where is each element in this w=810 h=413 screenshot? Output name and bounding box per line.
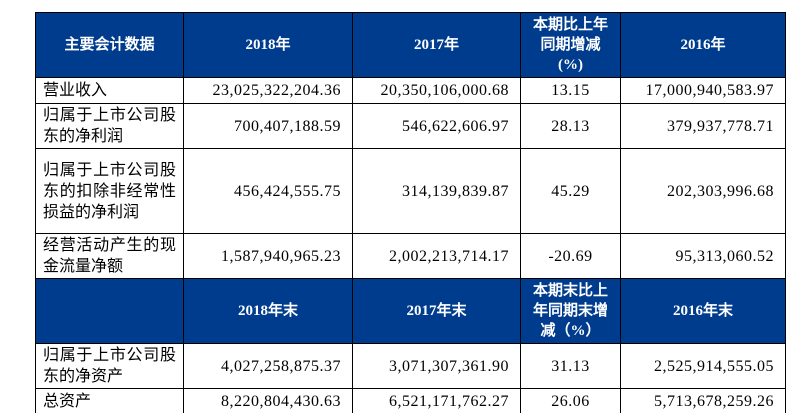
header-year-2016: 2016年: [620, 12, 786, 78]
table-row-net-profit-excl-nonrecurring: 归属于上市公司股东的扣除非经常性损益的净利润 456,424,555.75 31…: [35, 148, 786, 234]
value-2018: 1,587,940,965.23: [183, 233, 353, 279]
value-2017: 20,350,106,000.68: [352, 77, 521, 104]
value-2016: 5,713,678,259.26: [620, 388, 786, 413]
row-label: 归属于上市公司股东的净资产: [35, 343, 184, 389]
header-empty: [35, 278, 184, 344]
value-2016: 17,000,940,583.97: [620, 77, 786, 104]
row-label: 归属于上市公司股东的扣除非经常性损益的净利润: [35, 148, 184, 234]
value-2016: 202,303,996.68: [620, 148, 786, 234]
header-end-2016: 2016年末: [620, 278, 786, 344]
header-end-yoy-change-pct: 本期末比上 年同期末增 减（%）: [520, 278, 621, 344]
value-change-pct: 45.29: [520, 148, 621, 234]
value-change-pct: -20.69: [520, 233, 621, 279]
financial-summary-table-wrap: 主要会计数据 2018年 2017年 本期比上年 同期增减 (%) 2016年 …: [35, 12, 786, 413]
value-2016: 2,525,914,555.05: [620, 343, 786, 389]
header-year-2018: 2018年: [183, 12, 353, 78]
header-year-2017: 2017年: [352, 12, 521, 78]
value-change-pct: 31.13: [520, 343, 621, 389]
table-row-net-profit: 归属于上市公司股东的净利润 700,407,188.59 546,622,606…: [35, 103, 786, 149]
value-2018: 4,027,258,875.37: [183, 343, 353, 389]
section1-header-row: 主要会计数据 2018年 2017年 本期比上年 同期增减 (%) 2016年: [35, 12, 786, 78]
value-2017: 314,139,839.87: [352, 148, 521, 234]
header-main-indicators: 主要会计数据: [35, 12, 184, 78]
value-change-pct: 28.13: [520, 103, 621, 149]
value-2018: 700,407,188.59: [183, 103, 353, 149]
value-2017: 3,071,307,361.90: [352, 343, 521, 389]
value-2016: 379,937,778.71: [620, 103, 786, 149]
header-yoy-change-pct: 本期比上年 同期增减 (%): [520, 12, 621, 78]
header-end-2018: 2018年末: [183, 278, 353, 344]
value-2018: 8,220,804,430.63: [183, 388, 353, 413]
row-label: 营业收入: [35, 77, 184, 104]
value-change-pct: 26.06: [520, 388, 621, 413]
table-row-operating-revenue: 营业收入 23,025,322,204.36 20,350,106,000.68…: [35, 77, 786, 104]
value-change-pct: 13.15: [520, 77, 621, 104]
key-accounting-data-table: 主要会计数据 2018年 2017年 本期比上年 同期增减 (%) 2016年 …: [35, 12, 786, 413]
value-2017: 6,521,171,762.27: [352, 388, 521, 413]
value-2016: 95,313,060.52: [620, 233, 786, 279]
value-2017: 546,622,606.97: [352, 103, 521, 149]
row-label: 总资产: [35, 388, 184, 413]
table-row-operating-cash-flow: 经营活动产生的现金流量净额 1,587,940,965.23 2,002,213…: [35, 233, 786, 279]
row-label: 归属于上市公司股东的净利润: [35, 103, 184, 149]
value-2017: 2,002,213,714.17: [352, 233, 521, 279]
table-row-total-assets: 总资产 8,220,804,430.63 6,521,171,762.27 26…: [35, 388, 786, 413]
value-2018: 456,424,555.75: [183, 148, 353, 234]
table-row-net-assets: 归属于上市公司股东的净资产 4,027,258,875.37 3,071,307…: [35, 343, 786, 389]
header-end-2017: 2017年末: [352, 278, 521, 344]
section2-header-row: 2018年末 2017年末 本期末比上 年同期末增 减（%） 2016年末: [35, 278, 786, 344]
row-label: 经营活动产生的现金流量净额: [35, 233, 184, 279]
value-2018: 23,025,322,204.36: [183, 77, 353, 104]
